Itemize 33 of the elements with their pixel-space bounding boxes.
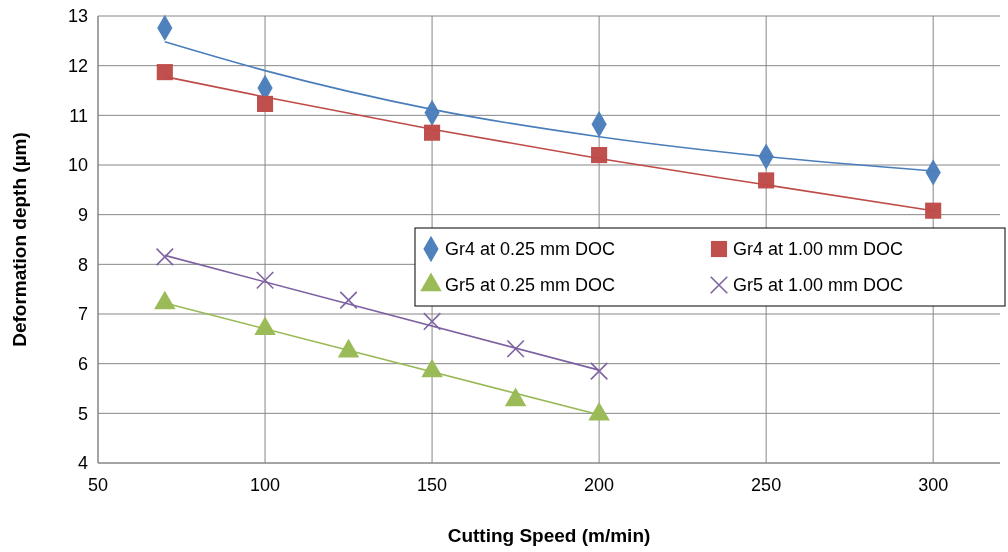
point (506, 339, 525, 358)
y-axis-title: Deformation depth (µm) (9, 132, 30, 347)
point (504, 387, 527, 407)
y-tick-label: 13 (67, 6, 88, 27)
y-tick-label: 9 (77, 204, 88, 225)
point (256, 95, 274, 112)
x-tick-label: 300 (918, 475, 949, 495)
y-tick-label: 10 (67, 155, 88, 176)
x-axis-title: Cutting Speed (m/min) (447, 525, 651, 546)
y-tick-label: 4 (77, 453, 88, 474)
y-tick-label: 12 (67, 55, 88, 76)
x-tick-label: 250 (751, 475, 782, 495)
y-tick-label: 8 (77, 254, 88, 275)
y-tick-label: 5 (77, 403, 88, 424)
x-tick-label: 50 (87, 475, 109, 495)
y-tick-label: 7 (77, 304, 88, 325)
x-tick-label: 150 (417, 475, 448, 495)
legend-label: Gr4 at 1.00 mm DOC (733, 239, 904, 260)
legend-label: Gr5 at 0.25 mm DOC (445, 275, 616, 296)
x-tick-label: 200 (584, 475, 615, 495)
legend-label: Gr4 at 0.25 mm DOC (445, 239, 616, 260)
legend-label: Gr5 at 1.00 mm DOC (733, 275, 904, 296)
y-tick-label: 11 (69, 105, 88, 126)
point (155, 247, 174, 266)
y-tick-label: 6 (77, 353, 88, 374)
x-tick-label: 100 (250, 475, 281, 495)
point (154, 290, 176, 310)
point (588, 401, 610, 421)
point (255, 271, 275, 290)
point (423, 312, 442, 331)
point (925, 202, 942, 219)
point (339, 291, 358, 310)
point (156, 64, 173, 81)
